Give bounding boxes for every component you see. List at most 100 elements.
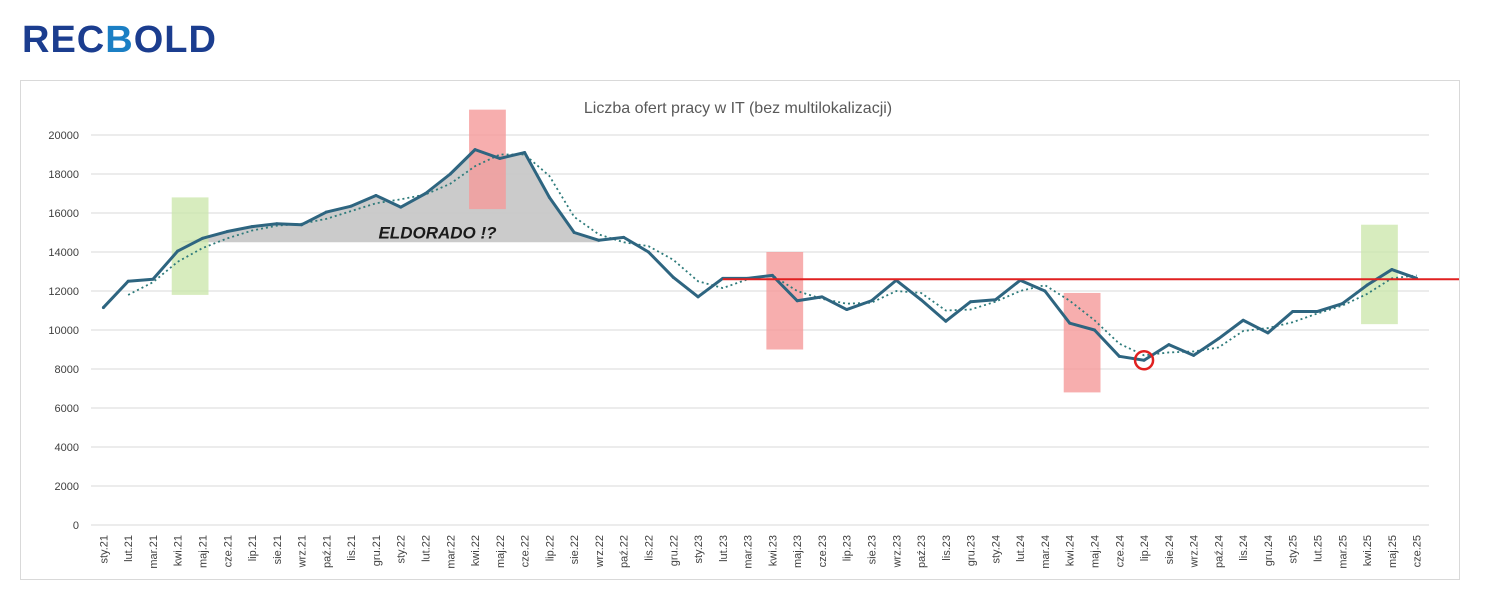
- x-tick-label: maj.24: [1090, 535, 1102, 568]
- y-tick-label: 0: [73, 520, 79, 532]
- data-point: [1192, 353, 1196, 357]
- y-tick-label: 20000: [48, 130, 79, 142]
- data-point: [647, 250, 650, 254]
- data-point: [770, 273, 774, 277]
- data-point: [523, 151, 527, 155]
- data-point: [1365, 283, 1369, 287]
- data-point: [1390, 268, 1394, 272]
- data-point: [324, 210, 328, 214]
- data-point: [622, 235, 626, 239]
- x-tick-label: gru.23: [966, 535, 978, 566]
- x-tick-label: kwi.23: [767, 535, 779, 566]
- x-tick-label: maj.25: [1387, 535, 1399, 568]
- chart-panel: 0 2000 4000 6000 8000 10000 12000 14000 16000 180…: [20, 80, 1460, 580]
- series-path: [102, 148, 1418, 362]
- data-point: [845, 308, 849, 312]
- x-tick-label: sty.22: [396, 535, 408, 564]
- data-point: [151, 277, 155, 281]
- data-point: [1216, 337, 1220, 341]
- data-point: [993, 298, 997, 302]
- x-tick-label: lip.24: [1139, 535, 1151, 561]
- data-point: [300, 223, 304, 227]
- data-point: [671, 275, 675, 279]
- x-tick-label: cze.23: [817, 535, 829, 567]
- x-tick-label: lis.22: [644, 535, 656, 561]
- data-point: [919, 298, 923, 302]
- y-tick-label: 8000: [55, 364, 79, 376]
- x-tick-label: paź.22: [619, 535, 631, 568]
- data-point: [1241, 318, 1245, 322]
- data-point: [1043, 289, 1047, 293]
- y-tick-label: 14000: [48, 247, 79, 259]
- line-chart: 0 2000 4000 6000 8000 10000 12000 14000 16000 180…: [48, 100, 1459, 569]
- data-point: [1068, 321, 1072, 325]
- eldorado-annotation: ELDORADO !?: [378, 224, 497, 243]
- x-tick-label: mar.22: [445, 535, 457, 569]
- x-tick-label: lip.21: [247, 535, 259, 561]
- y-tick-label: 4000: [55, 442, 79, 454]
- recbold-logo: RECBOLD: [22, 19, 216, 61]
- x-tick-label: lut.23: [718, 535, 730, 562]
- x-tick-label: lut.24: [1015, 535, 1027, 562]
- data-point: [597, 238, 601, 242]
- x-tick-label: lis.21: [346, 535, 358, 561]
- data-point: [572, 231, 576, 234]
- data-point: [473, 148, 477, 152]
- data-point: [696, 295, 700, 299]
- data-point: [1291, 309, 1295, 313]
- x-tick-label: lut.25: [1313, 535, 1325, 562]
- x-tick-label: wrz.24: [1189, 535, 1201, 568]
- data-point: [1266, 331, 1270, 335]
- y-tick-label: 16000: [48, 208, 79, 220]
- x-tick-label: mar.25: [1337, 535, 1349, 569]
- data-point: [126, 279, 130, 283]
- x-tick-label: sty.24: [990, 535, 1002, 564]
- x-tick-label: gru.22: [668, 535, 680, 566]
- data-point: [1142, 358, 1146, 362]
- data-point: [250, 225, 254, 229]
- x-tick-label: lis.24: [1238, 535, 1250, 561]
- x-tick-label: lip.22: [544, 535, 556, 561]
- data-point: [275, 222, 279, 226]
- data-point: [1340, 302, 1344, 306]
- data-point: [1316, 309, 1319, 313]
- low-point-marker: [1133, 349, 1155, 371]
- x-tick-label: lut.22: [421, 535, 433, 562]
- data-point: [1093, 328, 1096, 332]
- low-point-circle: [1133, 349, 1155, 371]
- x-tick-label: wrz.22: [594, 535, 606, 568]
- x-tick-label: mar.21: [148, 535, 160, 569]
- x-axis-ticks: sty.21 lut.21 mar.21 kwi.21 maj.21 cze.21 lip.…: [98, 535, 1423, 569]
- x-tick-label: mar.23: [743, 535, 755, 569]
- data-point: [424, 192, 427, 195]
- y-tick-label: 2000: [55, 481, 79, 493]
- green-highlight-box: [1361, 224, 1398, 325]
- x-tick-label: sie.24: [1164, 535, 1176, 564]
- x-tick-label: cze.21: [222, 535, 234, 567]
- x-tick-label: kwi.21: [173, 535, 185, 566]
- data-point: [448, 172, 452, 176]
- x-tick-label: maj.22: [495, 535, 507, 568]
- x-tick-label: sie.23: [867, 535, 879, 564]
- red-highlight-box: [1063, 292, 1101, 393]
- x-tick-label: lip.23: [842, 535, 854, 561]
- x-tick-label: sty.25: [1288, 535, 1300, 564]
- x-tick-label: kwi.25: [1362, 535, 1374, 566]
- y-tick-label: 10000: [48, 325, 79, 337]
- x-tick-label: wrz.23: [891, 535, 903, 568]
- y-axis-ticks: 0 2000 4000 6000 8000 10000 12000 14000 16000 180…: [48, 130, 79, 532]
- data-point: [969, 300, 973, 304]
- x-tick-label: maj.23: [792, 535, 804, 568]
- x-tick-label: sty.21: [98, 535, 110, 564]
- y-tick-label: 6000: [55, 403, 79, 415]
- data-point: [1117, 354, 1121, 358]
- x-tick-label: cze.22: [520, 535, 532, 567]
- x-tick-label: kwi.24: [1065, 535, 1077, 566]
- x-tick-label: kwi.22: [470, 535, 482, 566]
- data-point: [820, 295, 824, 299]
- data-point: [176, 249, 180, 253]
- x-tick-label: paź.21: [321, 535, 333, 568]
- data-point: [374, 193, 378, 197]
- x-tick-label: sie.22: [569, 535, 581, 564]
- x-tick-label: paź.23: [916, 535, 928, 568]
